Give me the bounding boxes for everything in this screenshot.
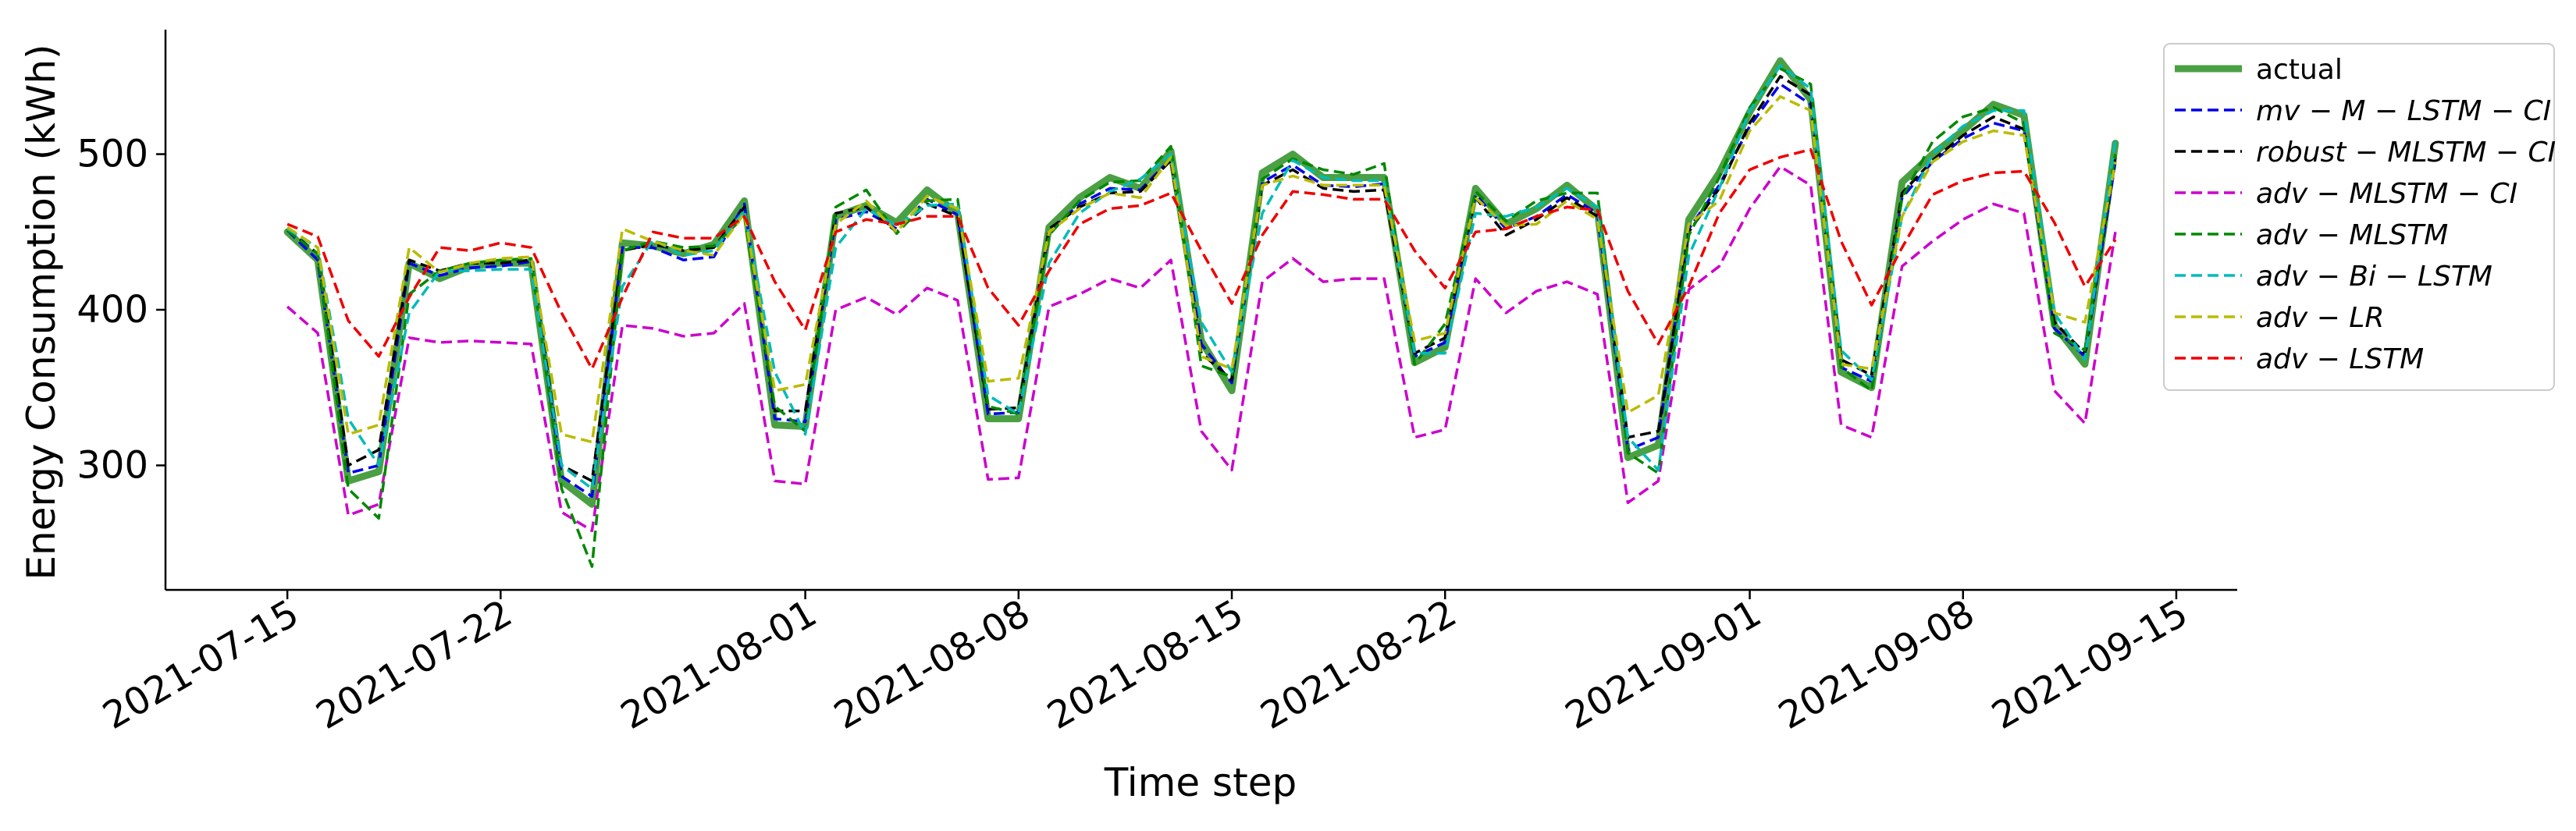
x-tick-label: 2021-08-01: [614, 591, 824, 738]
series-line-6: [286, 95, 2117, 444]
axes: 300 400 500 2021-07-15 2021-07-22 2021-08-01…: [19, 30, 2237, 805]
legend: actual mv − M − LSTM − CI robust − MLSTM −…: [2163, 43, 2556, 391]
y-tick-label: 400: [76, 288, 148, 332]
y-axis-label: Energy Consumption (kWh): [19, 44, 64, 580]
legend-label: adv − MLSTM − CI: [2256, 178, 2517, 210]
legend-label: adv − MLSTM: [2256, 219, 2448, 251]
x-tick-label: 2021-08-22: [1254, 591, 1464, 738]
x-tick-label: 2021-09-01: [1558, 591, 1769, 738]
y-ticks: 300 400 500: [76, 133, 165, 487]
plot-area: [283, 57, 2119, 568]
series-line-3: [286, 165, 2117, 532]
x-tick-label: 2021-09-08: [1771, 591, 1982, 738]
x-tick-label: 2021-07-15: [96, 591, 307, 738]
legend-label: robust − MLSTM − CI: [2256, 137, 2556, 169]
x-tick-label: 2021-07-22: [309, 591, 520, 738]
x-axis-label: Time step: [1104, 760, 1297, 805]
x-ticks: 2021-07-15 2021-07-22 2021-08-01 2021-08-08…: [96, 590, 2195, 738]
legend-label: adv − LSTM: [2256, 343, 2424, 375]
y-tick-label: 500: [76, 133, 148, 176]
y-tick-label: 300: [76, 443, 148, 487]
series-line-1: [286, 83, 2117, 499]
legend-label: mv − M − LSTM − CI: [2256, 95, 2551, 127]
legend-frame: [2163, 43, 2555, 391]
legend-label: adv − LR: [2256, 302, 2384, 334]
x-tick-label: 2021-08-15: [1040, 591, 1251, 738]
x-tick-label: 2021-09-15: [1984, 591, 2195, 738]
x-tick-label: 2021-08-08: [827, 591, 1037, 738]
legend-label: adv − Bi − LSTM: [2256, 261, 2492, 293]
series-line-7: [286, 147, 2117, 371]
legend-label: actual: [2256, 54, 2343, 86]
series-line-4: [286, 67, 2117, 568]
series-line-0: [283, 57, 2119, 508]
